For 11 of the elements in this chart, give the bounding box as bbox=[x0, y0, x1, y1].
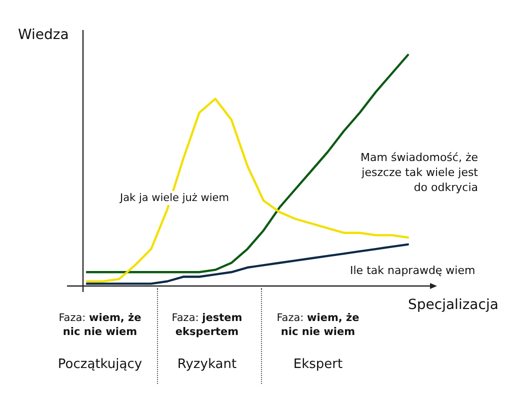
text: Faza: wiem, że nic nie wiem bbox=[58, 312, 142, 338]
text: Początkujący bbox=[56, 357, 144, 372]
text: Ekspert bbox=[292, 357, 344, 372]
text: Faza: wiem, że nic nie wiem bbox=[276, 312, 360, 338]
y-axis-title: Wiedza bbox=[18, 27, 69, 43]
text: Faza: jestem ekspertem bbox=[172, 312, 242, 338]
series-label: Ile tak naprawdę wiem bbox=[350, 264, 476, 277]
x-axis-title: Specjalizacja bbox=[408, 297, 498, 313]
text: Mam świadomość, że jeszcze tak wiele jest do odkrycia bbox=[360, 150, 478, 195]
text: Ryzykant bbox=[176, 357, 238, 372]
series-label: Jak ja wiele już wiem bbox=[118, 191, 231, 205]
